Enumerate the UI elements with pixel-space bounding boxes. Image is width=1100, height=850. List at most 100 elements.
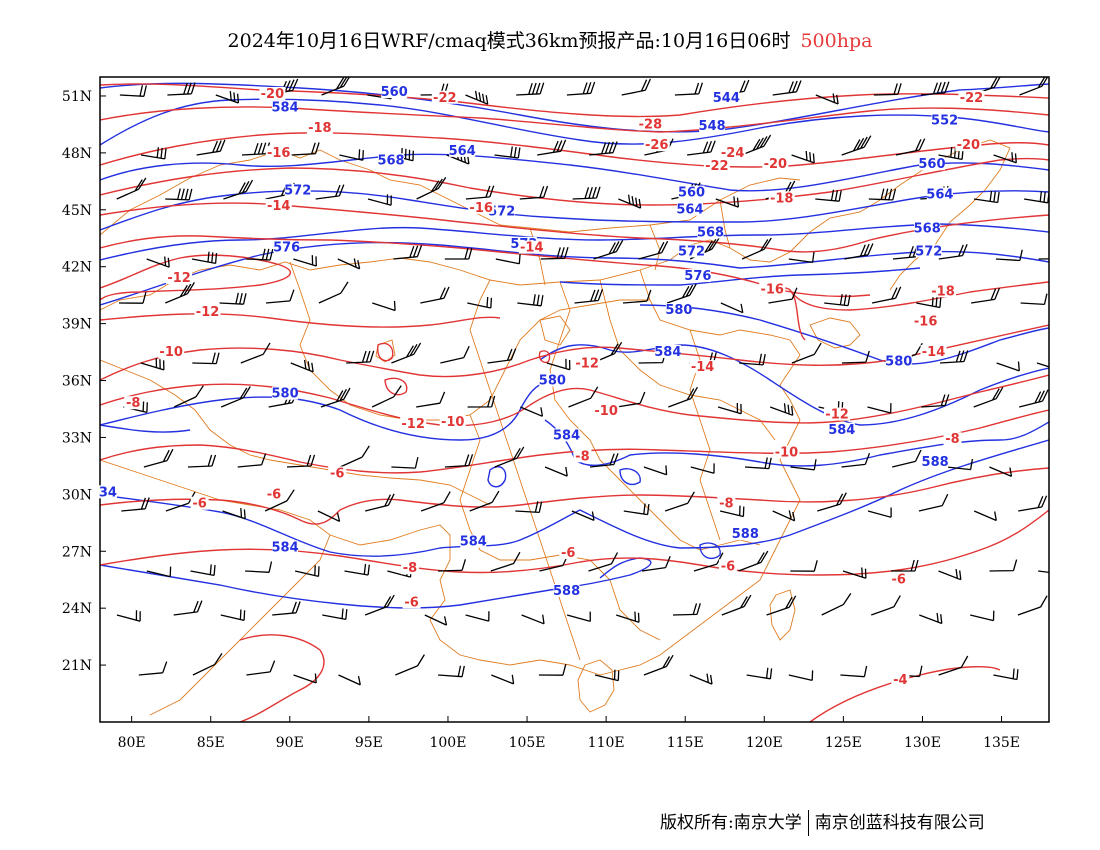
height-contour-label-backdrop [676, 202, 703, 216]
wind-barb [840, 665, 868, 678]
height-contour-label-backdrop [272, 100, 299, 114]
wind-barb [788, 251, 815, 264]
wind-barb [1038, 258, 1049, 260]
x-tick-label: 115E [667, 735, 704, 751]
temperature-contour-label-backdrop [265, 198, 292, 212]
temperature-contour-label-backdrop [718, 559, 737, 573]
y-tick-label: 36N [62, 374, 92, 390]
wind-barb [744, 457, 772, 470]
height-contour-label-backdrop [678, 185, 705, 199]
height-contour-label-backdrop [273, 240, 300, 254]
temperature-contour-label: -12 [167, 271, 191, 286]
wind-barb [146, 566, 172, 578]
wind-barb [720, 302, 744, 314]
y-tick-label: 27N [62, 544, 92, 560]
wind-barb [490, 551, 521, 572]
temperature-contour-labels: -20 -22 -22-18 -28-26-24-22-20-16-20-18-16-… [124, 86, 985, 688]
wind-barb [768, 287, 798, 304]
height-contour-label-backdrop [539, 373, 566, 387]
wind-barb [494, 446, 525, 468]
temperature-contour-label-backdrop [759, 282, 786, 296]
temperature-contour-label: -20 [957, 138, 981, 153]
height-contour-label: 568 [697, 225, 724, 240]
wind-barb [372, 300, 396, 312]
wind-barb [395, 654, 425, 676]
wind-barb [721, 594, 752, 616]
height-contour-label: 584 [271, 540, 298, 555]
wind-barb [290, 359, 314, 373]
wind-barb [116, 610, 141, 622]
height-contour-label-backdrop [684, 269, 711, 283]
height-contour-label-backdrop [885, 354, 912, 368]
temperature-contour-label: -14 [691, 360, 715, 375]
x-tick-label: 125E [825, 735, 862, 751]
wind-barb [469, 490, 500, 512]
wind-barb [338, 674, 361, 686]
x-tick-label: 120E [746, 735, 783, 751]
wind-barb [438, 665, 465, 678]
wind-barb [391, 457, 419, 469]
temperature-contour-label-backdrop [306, 121, 333, 135]
temperature-contour-label-backdrop [439, 415, 466, 429]
map-background [100, 77, 1049, 722]
height-contour-label-backdrop [488, 204, 515, 218]
wind-barb [788, 670, 814, 682]
wind-barb [921, 394, 950, 408]
wind-barb [140, 358, 165, 371]
wind-barb [643, 465, 668, 476]
wind-barb [871, 286, 902, 304]
wind-barb [693, 552, 724, 572]
height-contour-label: 564 [449, 144, 476, 159]
height-contour-label: 588 [553, 584, 580, 599]
wind-barb [690, 463, 715, 474]
temperature-contour-label-backdrop [328, 466, 347, 480]
wind-barb [138, 661, 168, 676]
temperature-contour-label: -12 [825, 408, 849, 423]
height-contour-label: 560 [381, 85, 408, 100]
wind-barb [574, 288, 604, 304]
wind-barb [339, 149, 364, 161]
wind-barb [769, 403, 794, 416]
wind-barb [246, 660, 276, 676]
wind-barb [920, 81, 950, 96]
wind-barb [167, 82, 196, 96]
wind-barb [416, 177, 447, 200]
temperature-contour-label: -8 [403, 561, 417, 576]
temperature-contour-label: -14 [922, 345, 946, 360]
wind-barb [895, 138, 926, 156]
temperature-contour-label: -28 [639, 117, 663, 132]
height-contour-label: 34 [99, 485, 117, 500]
wind-barb [873, 83, 902, 96]
wind-barb [367, 194, 392, 206]
copyright-footer: 版权所有:南京大学 南京创蓝科技有限公司 [660, 810, 985, 836]
wind-barb [467, 296, 493, 309]
wind-barb [566, 611, 591, 623]
wind-barb [272, 601, 301, 616]
wind-barb [946, 458, 974, 471]
wind-barb [738, 550, 769, 572]
height-contour-label: 572 [284, 184, 311, 199]
height-contour-label-backdrop [284, 183, 311, 197]
wind-barb [191, 251, 218, 265]
wind-barb [938, 147, 964, 161]
wind-barb [444, 454, 474, 468]
temperature-contour-label: -16 [267, 146, 291, 161]
temperature-contour-label: -12 [575, 356, 599, 371]
temperature-contour-label: -6 [561, 546, 575, 561]
wind-barb [1020, 293, 1048, 306]
height-contour-label: 588 [732, 527, 759, 542]
wind-barb [938, 569, 962, 581]
height-contour-label-backdrop [926, 187, 953, 201]
wind-barb [264, 489, 295, 512]
temperature-contour-label: -6 [267, 487, 281, 502]
longitude-tick-labels: 80E 85E 90E 95E 100E 105E 110E 115E 120E 125E 130E… [118, 735, 1020, 751]
temperature-contour-label: -16 [760, 282, 784, 297]
wind-barb [867, 507, 892, 518]
wind-barb [589, 453, 619, 468]
temperature-contour-label-backdrop [912, 314, 939, 328]
height-contour-label: 584 [654, 345, 681, 360]
temperature-contour-label: -10 [775, 446, 799, 461]
wind-barb [638, 240, 669, 260]
height-contour-label: 560 [678, 186, 705, 201]
height-contour-label-backdrop [553, 584, 580, 597]
